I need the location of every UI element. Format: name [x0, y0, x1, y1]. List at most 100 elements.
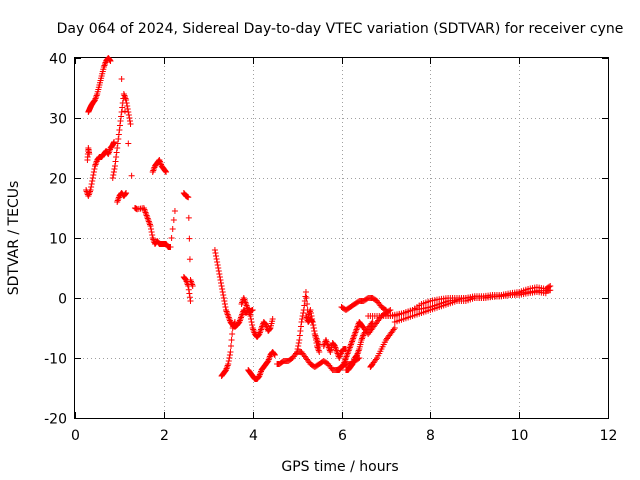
data-point [121, 108, 128, 115]
data-point [123, 97, 130, 103]
data-point [212, 250, 219, 256]
data-point [185, 286, 192, 293]
data-point [307, 310, 314, 316]
data-point [249, 322, 256, 328]
data-point [118, 76, 125, 82]
data-point [297, 328, 304, 334]
data-point [213, 253, 220, 259]
data-point [171, 208, 178, 214]
y-tick-label: -20 [44, 412, 67, 428]
data-point [186, 256, 193, 263]
data-point [89, 178, 96, 184]
data-point [228, 343, 235, 349]
data-point [170, 217, 177, 223]
data-point [126, 118, 133, 124]
data-point [148, 229, 155, 235]
data-point [221, 301, 228, 307]
data-point [228, 337, 235, 343]
data-point [298, 319, 305, 325]
data-point [226, 352, 233, 358]
data-point [88, 184, 95, 190]
grid-lines [75, 58, 608, 418]
y-axis-title: SDTVAR / TECUs [6, 181, 22, 296]
data-point [126, 115, 133, 121]
data-point [316, 349, 323, 355]
data-point [310, 325, 317, 331]
data-point [169, 226, 176, 232]
x-tick-label: 10 [511, 428, 529, 444]
data-point [127, 121, 134, 127]
data-point [247, 313, 254, 319]
data-point [149, 232, 156, 238]
data-point [216, 271, 223, 277]
data-point [218, 283, 225, 289]
data-point [118, 113, 125, 120]
data-point [231, 319, 238, 325]
data-point [106, 57, 113, 64]
data-point [186, 290, 193, 297]
data-point [186, 294, 193, 301]
data-point [266, 325, 273, 332]
data-point [116, 127, 123, 133]
data-point [111, 139, 118, 145]
x-tick-label: 12 [600, 428, 618, 444]
y-tick-label: 10 [49, 232, 67, 248]
data-point [218, 280, 225, 286]
data-point [391, 325, 398, 331]
data-point [369, 319, 376, 325]
data-point [304, 301, 311, 307]
data-point [110, 169, 117, 175]
data-point [226, 355, 233, 361]
data-point [117, 118, 124, 124]
data-point [186, 235, 193, 242]
data-point [220, 292, 227, 298]
plot-frame [74, 57, 609, 419]
data-point [382, 307, 389, 313]
data-point [114, 145, 121, 151]
data-point [546, 283, 553, 290]
data-point [148, 226, 155, 232]
data-point [248, 319, 255, 325]
data-point [168, 235, 175, 241]
x-tick-label: 6 [338, 428, 347, 444]
data-point [147, 223, 154, 229]
data-point [116, 122, 123, 129]
data-point [185, 214, 192, 221]
y-tick-label: 20 [49, 172, 67, 188]
data-point [214, 259, 221, 265]
data-point [294, 346, 301, 352]
data-point [295, 340, 302, 346]
data-point [91, 166, 98, 172]
data-point [215, 268, 222, 274]
data-point [220, 295, 227, 301]
data-point [187, 298, 194, 304]
data-point [90, 172, 97, 178]
data-point [115, 131, 122, 138]
data-point [271, 351, 278, 358]
data-point [248, 316, 255, 322]
data-markers [83, 55, 554, 382]
data-point [123, 100, 130, 106]
data-point [125, 109, 132, 115]
data-point [112, 158, 119, 165]
data-point [295, 343, 302, 349]
data-point [111, 166, 118, 172]
data-point [307, 307, 314, 313]
data-point [542, 290, 549, 297]
data-point [225, 358, 232, 364]
x-tick-label: 0 [71, 428, 80, 444]
chart-title: Day 064 of 2024, Sidereal Day-to-day VTE… [57, 21, 624, 37]
data-point [229, 331, 236, 337]
data-point [185, 194, 192, 201]
data-point [221, 298, 228, 304]
data-point [107, 58, 114, 64]
data-point [271, 352, 278, 358]
data-point [122, 190, 129, 197]
data-point [227, 349, 234, 355]
data-point [163, 169, 170, 175]
data-point [211, 247, 218, 253]
y-tick-label: 30 [49, 112, 67, 128]
data-point [119, 104, 126, 111]
data-point [297, 323, 304, 330]
